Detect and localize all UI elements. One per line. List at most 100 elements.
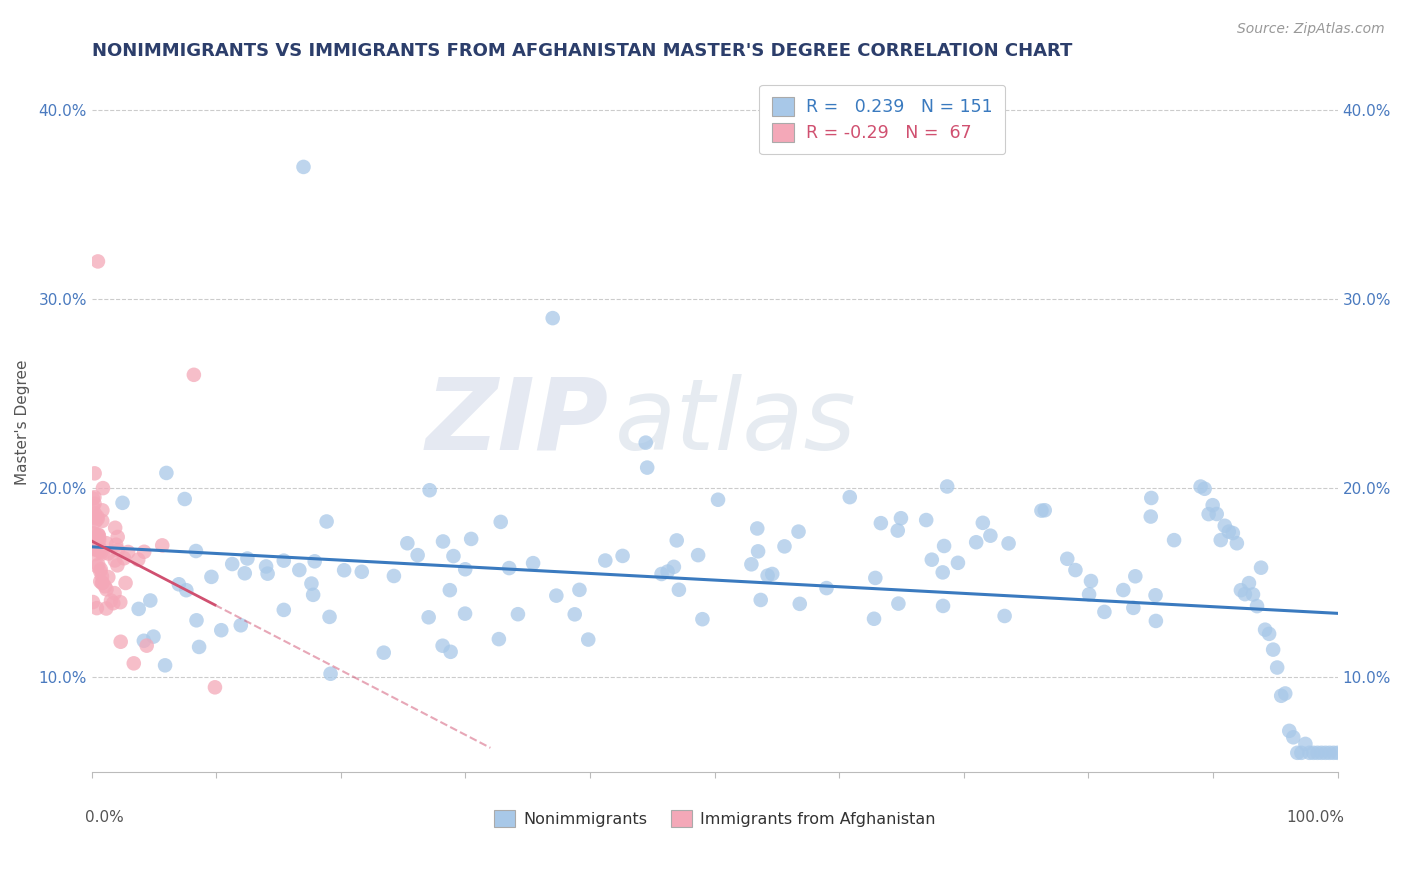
Point [1258,627,1281,641]
Point [1265,660,1288,674]
Point [86,601,108,615]
Point [319,666,342,681]
Point [96,536,118,550]
Point [87,528,110,542]
Point [498,561,520,575]
Point [887,524,910,538]
Point [82,511,104,525]
Point [104,553,127,567]
Point [749,593,772,607]
Point [104,521,127,535]
Point [692,612,714,626]
Point [489,515,512,529]
Point [1222,526,1244,541]
Point [432,534,454,549]
Point [183,368,205,382]
Point [254,559,277,574]
Point [1080,574,1102,588]
Point [91,503,114,517]
Point [887,597,910,611]
Point [1163,533,1185,548]
Point [204,681,226,695]
Point [1205,507,1227,521]
Point [396,536,419,550]
Point [406,548,429,562]
Point [96,601,118,615]
Point [1286,746,1309,760]
Point [688,548,710,562]
Point [100,593,122,607]
Point [419,483,441,498]
Point [87,544,110,558]
Point [1123,569,1146,583]
Point [1319,746,1341,760]
Point [815,581,838,595]
Point [82,595,104,609]
Point [89,564,111,578]
Point [301,576,323,591]
Point [972,516,994,530]
Point [1189,479,1212,493]
Point [1233,587,1256,601]
Point [84,547,107,561]
Point [1250,560,1272,574]
Point [1064,563,1087,577]
Point [83,467,105,481]
Point [96,582,118,597]
Text: NONIMMIGRANTS VS IMMIGRANTS FROM AFGHANISTAN MASTER'S DEGREE CORRELATION CHART: NONIMMIGRANTS VS IMMIGRANTS FROM AFGHANI… [91,42,1071,60]
Point [1278,723,1301,738]
Point [921,552,943,566]
Text: 0.0%: 0.0% [86,810,124,825]
Point [87,254,110,268]
Text: Source: ZipAtlas.com: Source: ZipAtlas.com [1237,22,1385,37]
Point [107,543,129,558]
Legend: Nonimmigrants, Immigrants from Afghanistan: Nonimmigrants, Immigrants from Afghanist… [488,804,942,834]
Point [1310,746,1333,760]
Point [665,533,688,548]
Point [273,554,295,568]
Point [1323,746,1346,760]
Point [747,521,769,535]
Point [564,607,586,622]
Point [522,556,544,570]
Point [103,586,125,600]
Point [1302,746,1324,760]
Point [229,618,252,632]
Point [863,612,886,626]
Point [443,549,465,563]
Point [747,544,769,558]
Point [454,562,477,576]
Point [946,556,969,570]
Point [91,514,114,528]
Point [173,491,195,506]
Point [488,632,510,646]
Point [86,509,108,524]
Point [997,536,1019,550]
Point [83,526,105,541]
Point [110,595,132,609]
Point [86,559,108,574]
Point [288,563,311,577]
Point [761,566,783,581]
Point [90,562,112,576]
Point [200,570,222,584]
Point [1194,482,1216,496]
Point [135,639,157,653]
Point [890,511,912,525]
Point [773,540,796,554]
Point [1298,746,1320,760]
Point [236,551,259,566]
Point [82,526,104,541]
Point [91,547,114,561]
Point [657,565,679,579]
Point [1294,737,1316,751]
Point [1209,533,1232,547]
Point [838,490,860,504]
Point [636,460,658,475]
Point [1202,498,1225,512]
Point [634,435,657,450]
Point [97,570,120,584]
Point [155,466,177,480]
Point [1326,746,1348,760]
Point [83,541,105,555]
